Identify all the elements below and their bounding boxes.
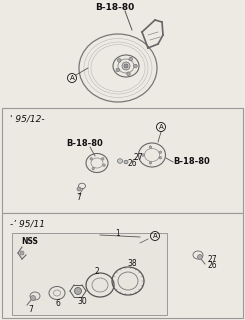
Circle shape bbox=[149, 162, 152, 164]
Circle shape bbox=[127, 72, 130, 76]
Circle shape bbox=[103, 164, 105, 166]
Text: 27: 27 bbox=[133, 154, 143, 163]
Circle shape bbox=[77, 187, 81, 191]
Text: 7: 7 bbox=[29, 306, 33, 315]
Text: B-18-80: B-18-80 bbox=[173, 157, 210, 166]
Ellipse shape bbox=[124, 160, 128, 164]
Text: NSS: NSS bbox=[22, 236, 38, 245]
Text: 26: 26 bbox=[207, 261, 217, 270]
Bar bbox=[12, 233, 167, 315]
Text: 38: 38 bbox=[127, 259, 137, 268]
Text: 7: 7 bbox=[76, 194, 81, 203]
Circle shape bbox=[92, 167, 95, 170]
Circle shape bbox=[129, 57, 133, 61]
Circle shape bbox=[90, 157, 93, 160]
Circle shape bbox=[159, 156, 162, 159]
Circle shape bbox=[74, 287, 82, 294]
Text: ' 95/12-: ' 95/12- bbox=[10, 115, 45, 124]
Circle shape bbox=[118, 59, 121, 62]
Text: A: A bbox=[159, 124, 163, 130]
Text: 6: 6 bbox=[56, 300, 61, 308]
Circle shape bbox=[30, 295, 36, 300]
Text: A: A bbox=[153, 233, 157, 239]
Text: 26: 26 bbox=[127, 159, 137, 169]
Circle shape bbox=[142, 154, 144, 156]
Text: 30: 30 bbox=[77, 297, 87, 306]
Circle shape bbox=[134, 64, 137, 68]
Text: 27: 27 bbox=[207, 255, 217, 265]
Text: 2: 2 bbox=[95, 267, 99, 276]
Circle shape bbox=[101, 157, 104, 160]
Circle shape bbox=[149, 146, 152, 148]
Text: 1: 1 bbox=[116, 228, 120, 237]
Text: B-18-80: B-18-80 bbox=[67, 139, 103, 148]
Circle shape bbox=[116, 68, 120, 72]
Bar bbox=[2, 213, 243, 318]
Text: A: A bbox=[70, 75, 74, 81]
Ellipse shape bbox=[118, 159, 122, 163]
Circle shape bbox=[159, 151, 162, 154]
Circle shape bbox=[122, 62, 130, 70]
Circle shape bbox=[197, 254, 203, 260]
Text: -’ 95/11: -’ 95/11 bbox=[10, 220, 45, 228]
Circle shape bbox=[124, 64, 128, 68]
Bar bbox=[2, 108, 243, 213]
Circle shape bbox=[20, 251, 24, 255]
Text: B-18-80: B-18-80 bbox=[95, 4, 135, 12]
